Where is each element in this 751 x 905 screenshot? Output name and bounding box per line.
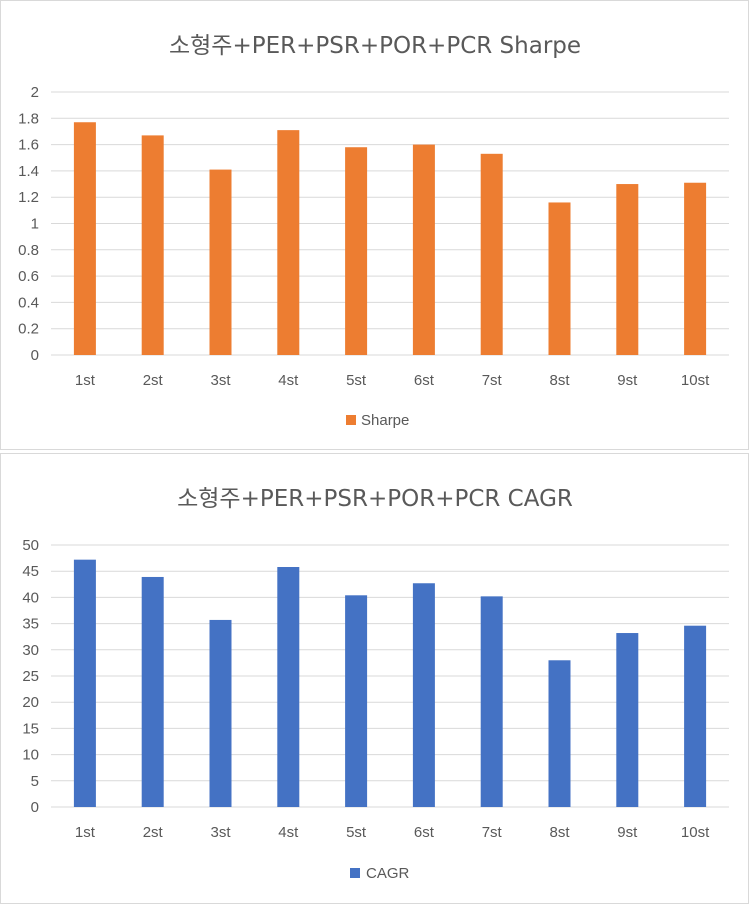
y-tick-label: 0.2 bbox=[18, 321, 39, 338]
x-tick-label: 8st bbox=[549, 824, 570, 841]
x-tick-label: 6st bbox=[414, 824, 435, 841]
y-tick-label: 35 bbox=[22, 616, 39, 633]
bar-2st[interactable] bbox=[141, 135, 164, 355]
legend: CAGR bbox=[350, 865, 410, 882]
legend-swatch bbox=[350, 868, 360, 878]
y-tick-label: 30 bbox=[22, 642, 39, 659]
bar-1st[interactable] bbox=[73, 559, 96, 807]
bar-6st[interactable] bbox=[412, 583, 435, 807]
cagr-chart-panel: 소형주+PER+PSR+POR+PCR CAGR 0 5 10 15 20 25 30 35 4… bbox=[0, 453, 749, 904]
x-tick-label: 9st bbox=[617, 372, 638, 389]
y-tick-label: 0.6 bbox=[18, 268, 39, 285]
bar-7st[interactable] bbox=[480, 153, 503, 355]
bar-4st[interactable] bbox=[277, 130, 300, 355]
bar-5st[interactable] bbox=[345, 147, 368, 355]
legend: Sharpe bbox=[346, 412, 409, 429]
bar-9st[interactable] bbox=[616, 184, 639, 355]
y-tick-label: 1.2 bbox=[18, 189, 39, 206]
y-tick-label: 1.4 bbox=[18, 163, 39, 180]
y-tick-label: 1.8 bbox=[18, 110, 39, 127]
legend-label: CAGR bbox=[366, 865, 410, 882]
y-tick-label: 50 bbox=[22, 537, 39, 554]
y-tick-label: 0.4 bbox=[18, 294, 39, 311]
x-tick-label: 1st bbox=[75, 372, 96, 389]
y-tick-label: 15 bbox=[22, 720, 39, 737]
chart-title: 소형주+PER+PSR+POR+PCR CAGR bbox=[177, 486, 573, 512]
x-tick-label: 4st bbox=[278, 372, 299, 389]
x-tick-label: 8st bbox=[549, 372, 570, 389]
x-tick-label: 10st bbox=[681, 824, 710, 841]
y-tick-label: 2 bbox=[31, 84, 39, 101]
x-tick-label: 2st bbox=[143, 824, 164, 841]
bar-6st[interactable] bbox=[412, 144, 435, 355]
y-tick-label: 40 bbox=[22, 589, 39, 606]
y-tick-label: 1 bbox=[31, 216, 39, 233]
y-tick-label: 0 bbox=[31, 347, 39, 364]
bar-10st[interactable] bbox=[684, 625, 707, 807]
x-tick-label: 4st bbox=[278, 824, 299, 841]
x-tick-label: 3st bbox=[210, 372, 231, 389]
y-tick-label: 0 bbox=[31, 799, 39, 816]
bar-8st[interactable] bbox=[548, 202, 571, 355]
y-tick-label: 20 bbox=[22, 694, 39, 711]
bar-8st[interactable] bbox=[548, 660, 571, 807]
x-tick-label: 5st bbox=[346, 824, 367, 841]
x-tick-label: 9st bbox=[617, 824, 638, 841]
x-tick-label: 7st bbox=[482, 824, 503, 841]
sharpe-chart: 소형주+PER+PSR+POR+PCR Sharpe 0 0.2 0.4 0.6 0.8… bbox=[18, 33, 729, 429]
bar-1st[interactable] bbox=[73, 122, 96, 356]
bar-9st[interactable] bbox=[616, 633, 639, 807]
x-tick-label: 1st bbox=[75, 824, 96, 841]
cagr-chart: 소형주+PER+PSR+POR+PCR CAGR 0 5 10 15 20 25 30 35 4… bbox=[22, 486, 729, 882]
y-tick-label: 45 bbox=[22, 563, 39, 580]
y-tick-label: 1.6 bbox=[18, 137, 39, 154]
y-tick-label: 5 bbox=[31, 773, 39, 790]
bar-3st[interactable] bbox=[209, 169, 232, 355]
bar-10st[interactable] bbox=[684, 182, 707, 355]
x-tick-label: 5st bbox=[346, 372, 367, 389]
y-tick-label: 25 bbox=[22, 668, 39, 685]
bar-7st[interactable] bbox=[480, 596, 503, 807]
bar-4st[interactable] bbox=[277, 567, 300, 807]
x-tick-label: 3st bbox=[210, 824, 231, 841]
y-tick-label: 10 bbox=[22, 747, 39, 764]
chart-title: 소형주+PER+PSR+POR+PCR Sharpe bbox=[169, 33, 581, 59]
sharpe-chart-panel: 소형주+PER+PSR+POR+PCR Sharpe 0 0.2 0.4 0.6 0.8… bbox=[0, 0, 749, 450]
legend-swatch bbox=[346, 415, 356, 425]
y-tick-label: 0.8 bbox=[18, 242, 39, 259]
x-tick-label: 6st bbox=[414, 372, 435, 389]
bar-3st[interactable] bbox=[209, 619, 232, 807]
x-tick-label: 7st bbox=[482, 372, 503, 389]
bar-2st[interactable] bbox=[141, 576, 164, 807]
x-tick-label: 2st bbox=[143, 372, 164, 389]
legend-label: Sharpe bbox=[361, 412, 409, 429]
bar-5st[interactable] bbox=[345, 595, 368, 807]
x-tick-label: 10st bbox=[681, 372, 710, 389]
